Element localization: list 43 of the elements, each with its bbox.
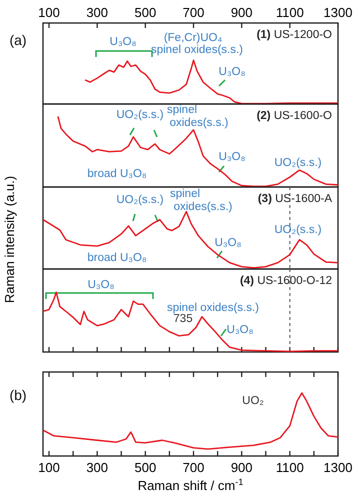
x-tick-label: 1100 — [276, 460, 304, 475]
x-tick-label: 300 — [86, 460, 108, 475]
annotation: broad U₃O₈ — [87, 252, 147, 264]
text: spinel — [166, 104, 198, 116]
annotation: UO₂ — [242, 395, 264, 407]
annotation: broad U₃O₈ — [87, 168, 147, 180]
annotation: UO₂(s.s.) — [274, 224, 322, 236]
x2-tick-label: 1100 — [276, 5, 304, 20]
x2-tick-label: 500 — [134, 5, 156, 20]
x2-tick-label: 900 — [230, 5, 253, 20]
x2-tick-label: 300 — [86, 5, 108, 20]
x-tick-label: 700 — [182, 460, 204, 475]
text: (a) — [9, 32, 27, 48]
annotation: U₃O₈ — [218, 151, 246, 163]
chart-title: (4) US-1600-O-12 — [240, 275, 332, 287]
annotation: U₃O₈ — [226, 324, 254, 336]
text: U₃O₈ — [88, 279, 115, 291]
x-tick-label: 100 — [38, 460, 60, 475]
y-axis-title: Raman intensity (a.u.) — [2, 176, 17, 304]
x-tick-label: 900 — [230, 460, 253, 475]
annotation: U₃O₈ — [218, 66, 246, 78]
text: (Fe,Cr)UO₄ — [164, 32, 222, 44]
text: spinel — [170, 188, 200, 200]
x-tick-label: 1300 — [324, 460, 352, 475]
chart-title: (3) US-1600-A — [258, 193, 332, 205]
text: spinel oxides(s.s.) — [150, 44, 244, 56]
annotation: UO₂(s.s.) — [274, 157, 322, 169]
x-tick-label: 500 — [134, 460, 156, 475]
text: U₃O₈ — [110, 36, 137, 48]
annotation: 735 — [173, 313, 193, 325]
annotation: U₃O₈ — [214, 237, 242, 249]
text: (b) — [9, 387, 27, 403]
annotation: UO₂(s.s.) — [116, 109, 164, 121]
annotation: oxides(s.s.) — [174, 201, 233, 213]
x-axis-title: Raman shift / cm$^{-1}$ — [138, 477, 244, 493]
annotation: spinel oxides(s.s.) — [166, 302, 260, 314]
x2-tick-label: 1300 — [324, 5, 352, 20]
x2-tick-label: 700 — [182, 5, 204, 20]
text: UO₂(s.s.) — [116, 194, 164, 206]
chart-title: (2) US-1600-O — [256, 110, 332, 122]
annotation: oxides(s.s.) — [170, 117, 229, 129]
x2-tick-label: 100 — [38, 5, 60, 20]
chart-title: (1) US-1200-O — [256, 29, 332, 41]
